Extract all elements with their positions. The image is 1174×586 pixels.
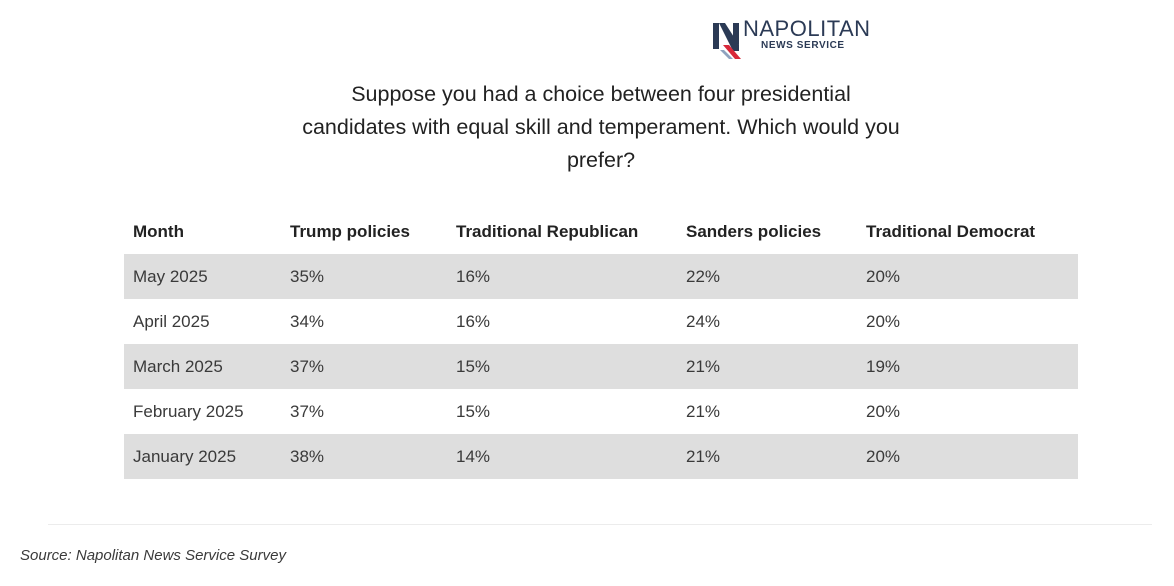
column-header-month: Month — [133, 222, 184, 241]
cell-trump-policies: 37% — [290, 401, 325, 421]
cell-traditional-republican: 15% — [456, 401, 491, 421]
poll-results-table: Month Trump policies Traditional Republi… — [124, 210, 1078, 479]
cell-traditional-democrat: 19% — [857, 344, 1078, 389]
poll-question: Suppose you had a choice between four pr… — [302, 82, 900, 172]
logo-subtitle: NEWS SERVICE — [761, 40, 845, 51]
cell-sanders-policies: 21% — [686, 401, 721, 421]
cell-traditional-republican: 16% — [447, 254, 677, 299]
cell-traditional-democrat: 20% — [866, 401, 901, 421]
source-note: Source: Napolitan News Service Survey — [20, 547, 286, 564]
cell-traditional-republican: 16% — [456, 311, 491, 331]
cell-traditional-democrat: 20% — [857, 254, 1078, 299]
table-row: March 2025 37% 15% 21% 19% — [124, 344, 1078, 389]
napolitan-logo: NAPOLITAN NEWS SERVICE — [711, 17, 871, 63]
cell-traditional-democrat: 20% — [857, 434, 1078, 479]
cell-month: March 2025 — [124, 344, 281, 389]
table-row: May 2025 35% 16% 22% 20% — [124, 254, 1078, 299]
cell-month: May 2025 — [124, 254, 281, 299]
column-header-sanders-policies: Sanders policies — [686, 222, 822, 241]
napolitan-n-logo-icon — [713, 23, 741, 59]
cell-sanders-policies: 21% — [677, 434, 857, 479]
cell-trump-policies: 34% — [290, 311, 325, 331]
logo-wordmark: NAPOLITAN — [743, 16, 871, 41]
cell-month: April 2025 — [133, 311, 210, 331]
cell-month: January 2025 — [124, 434, 281, 479]
cell-trump-policies: 35% — [281, 254, 447, 299]
cell-trump-policies: 38% — [281, 434, 447, 479]
cell-month: February 2025 — [133, 401, 244, 421]
cell-trump-policies: 37% — [281, 344, 447, 389]
table-header-row: Month Trump policies Traditional Republi… — [124, 210, 1078, 254]
cell-sanders-policies: 21% — [677, 344, 857, 389]
cell-sanders-policies: 24% — [686, 311, 721, 331]
column-header-trump-policies: Trump policies — [290, 222, 410, 241]
table-row: February 2025 37% 15% 21% 20% — [124, 389, 1078, 434]
cell-traditional-republican: 14% — [447, 434, 677, 479]
cell-sanders-policies: 22% — [677, 254, 857, 299]
column-header-traditional-democrat: Traditional Democrat — [866, 222, 1036, 241]
footer-divider — [48, 524, 1152, 525]
cell-traditional-democrat: 20% — [866, 311, 901, 331]
table-row: January 2025 38% 14% 21% 20% — [124, 434, 1078, 479]
table-row: April 2025 34% 16% 24% 20% — [124, 299, 1078, 344]
cell-traditional-republican: 15% — [447, 344, 677, 389]
column-header-traditional-republican: Traditional Republican — [456, 222, 639, 241]
